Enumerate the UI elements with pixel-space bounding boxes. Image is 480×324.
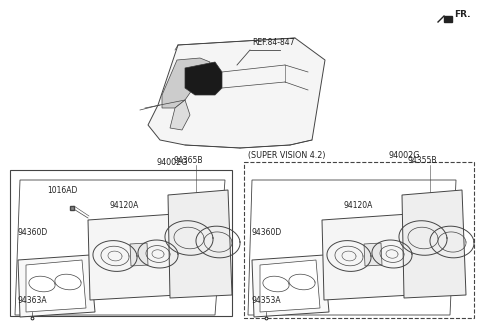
Polygon shape [260,260,320,312]
Text: 94120A: 94120A [344,201,373,210]
Polygon shape [402,190,466,298]
Text: 94355B: 94355B [408,156,437,165]
Polygon shape [252,255,329,317]
Text: 94353A: 94353A [252,296,282,305]
Text: 94365B: 94365B [174,156,204,165]
Text: 94360D: 94360D [252,228,282,237]
Polygon shape [444,16,452,22]
Text: 94120A: 94120A [110,201,139,210]
Polygon shape [18,255,95,317]
Text: FR.: FR. [454,10,470,19]
Polygon shape [148,38,325,148]
Polygon shape [322,214,412,300]
Text: 1016AD: 1016AD [47,186,77,195]
Polygon shape [88,214,178,300]
Polygon shape [162,58,210,108]
Polygon shape [130,243,148,266]
Text: 94360D: 94360D [18,228,48,237]
Polygon shape [364,243,382,266]
Text: 94002G: 94002G [156,158,188,167]
Text: REF.84-847: REF.84-847 [252,38,295,47]
Polygon shape [185,62,222,95]
Text: 94002G: 94002G [388,151,420,160]
Polygon shape [168,190,232,298]
Text: 94363A: 94363A [18,296,48,305]
Text: (SUPER VISION 4.2): (SUPER VISION 4.2) [248,151,325,160]
Polygon shape [170,100,190,130]
Polygon shape [26,260,86,312]
